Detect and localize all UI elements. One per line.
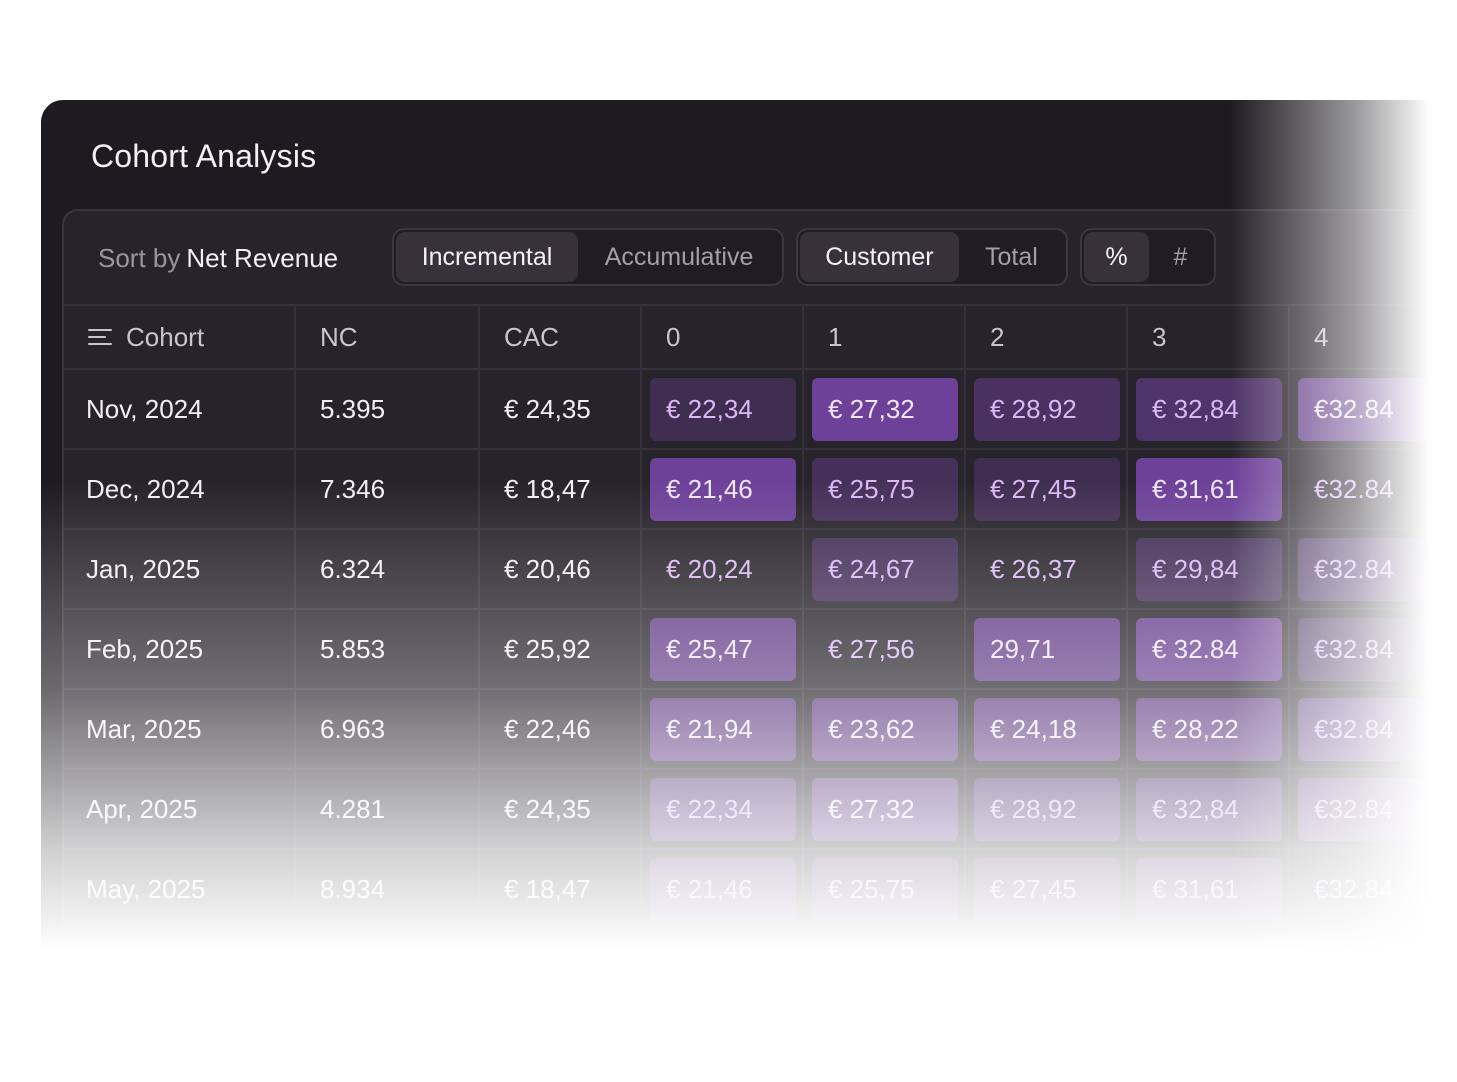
table-row: May, 2025 8.934 € 18,47 € 21,46 € 25,75 € 27,… [64, 848, 1457, 928]
table-row: Feb, 2025 5.853 € 25,92 € 25,47 € 27,56 29,71… [64, 608, 1457, 688]
nc-value: 5.853 [320, 633, 386, 664]
cohort-label: Nov, 2024 [86, 393, 203, 424]
cohort-value-cell[interactable]: 29,71 [974, 618, 1120, 681]
cohort-value-cell[interactable]: € 24,18 [974, 698, 1120, 761]
cohort-value-cell[interactable]: € 22,34 [650, 378, 796, 441]
cohort-value-cell[interactable]: €32.84 [1298, 698, 1444, 761]
table-row: Nov, 2024 5.395 € 24,35 € 22,34 € 27,32 € 28,… [64, 368, 1457, 448]
cohort-label: Feb, 2025 [86, 633, 204, 664]
header-period-4[interactable]: 4 [1314, 321, 1329, 352]
cohort-value-cell[interactable]: € 28,92 [974, 378, 1120, 441]
table-row: Mar, 2025 6.963 € 22,46 € 21,94 € 23,62 € 24,… [64, 688, 1457, 768]
cohort-value-cell[interactable]: € 21,46 [650, 458, 796, 521]
cac-value: € 22,46 [504, 713, 591, 744]
sort-by-control[interactable]: Sort by Net Revenue [98, 243, 338, 274]
table-row: Apr, 2025 4.281 € 24,35 € 22,34 € 27,32 € 28,… [64, 768, 1457, 848]
cohort-value-cell[interactable]: €32.84 [1298, 618, 1444, 681]
cohort-value-cell[interactable]: € 21,94 [650, 698, 796, 761]
cohort-value-cell[interactable]: € 29,84 [1136, 538, 1282, 601]
table-row: Jan, 2025 6.324 € 20,46 € 20,24 € 24,67 € 26,… [64, 528, 1457, 608]
cohort-value-cell[interactable]: € 28,92 [974, 778, 1120, 841]
header-period-3[interactable]: 3 [1152, 321, 1167, 352]
percent-option[interactable]: % [1084, 232, 1149, 282]
cohort-analysis-card: Cohort Analysis Sort by Net Revenue Incre… [41, 100, 1457, 960]
cohort-value-cell[interactable]: € 32,84 [1136, 778, 1282, 841]
cohort-value-cell[interactable]: €32.84 [1314, 474, 1394, 504]
cohort-value-cell[interactable]: € 27,32 [812, 378, 958, 441]
cohort-label: Mar, 2025 [86, 713, 202, 744]
header-cac[interactable]: CAC [504, 321, 559, 352]
header-cohort[interactable]: Cohort [88, 306, 204, 368]
table-header-row: Cohort NC CAC 0 1 2 3 4 [64, 304, 1457, 368]
table-row: Dec, 2024 7.346 € 18,47 € 21,46 € 25,75 € 27,… [64, 448, 1457, 528]
cohort-value-cell[interactable]: € 32.84 [1136, 618, 1282, 681]
cohort-label: Dec, 2024 [86, 473, 205, 504]
cohort-value-cell[interactable]: € 27,45 [974, 858, 1120, 921]
cohort-value-cell[interactable]: € 27,45 [974, 458, 1120, 521]
cohort-label: May, 2025 [86, 873, 206, 904]
header-period-1[interactable]: 1 [828, 321, 843, 352]
cohort-value-cell[interactable]: € 25,47 [650, 618, 796, 681]
cohort-value-cell[interactable]: €32.84 [1298, 378, 1444, 441]
cac-value: € 24,35 [504, 393, 591, 424]
sort-by-label: Sort by [98, 243, 181, 273]
cohort-value-cell[interactable]: € 28,22 [1136, 698, 1282, 761]
cohort-value-cell[interactable]: € 31,61 [1136, 858, 1282, 921]
cohort-value-cell[interactable]: € 27,56 [828, 634, 915, 664]
total-option[interactable]: Total [984, 242, 1038, 271]
incremental-option[interactable]: Incremental [396, 232, 579, 282]
cohort-value-cell[interactable]: €32.84 [1298, 538, 1444, 601]
mode-toggle: Incremental Accumulative [392, 228, 784, 286]
scope-toggle: Customer Total [796, 228, 1068, 286]
cohort-value-cell[interactable]: € 31,61 [1136, 458, 1282, 521]
nc-value: 6.963 [320, 713, 386, 744]
cohort-value-cell[interactable]: € 25,75 [812, 858, 958, 921]
sort-by-value: Net Revenue [186, 243, 339, 273]
cac-value: € 20,46 [504, 553, 591, 584]
cohort-value-cell[interactable]: € 26,37 [990, 554, 1077, 584]
count-option[interactable]: # [1173, 242, 1188, 271]
customer-option[interactable]: Customer [800, 232, 959, 282]
cohort-value-cell[interactable]: € 21,46 [650, 858, 796, 921]
nc-value: 6.324 [320, 553, 386, 584]
cohort-value-cell[interactable]: € 20,24 [666, 554, 753, 584]
toolbar: Sort by Net Revenue Incremental Accumulat… [64, 211, 1457, 304]
cohort-value-cell[interactable]: €32.84 [1298, 778, 1444, 841]
cohort-value-cell[interactable]: € 32,84 [1136, 378, 1282, 441]
cac-value: € 18,47 [504, 473, 591, 504]
accumulative-option[interactable]: Accumulative [604, 242, 754, 271]
cohort-value-cell[interactable]: € 27,32 [812, 778, 958, 841]
cohort-value-cell[interactable]: € 23,62 [812, 698, 958, 761]
page-title: Cohort Analysis [91, 138, 317, 174]
nc-value: 5.395 [320, 393, 386, 424]
nc-value: 7.346 [320, 473, 386, 504]
unit-toggle: % # [1080, 228, 1216, 286]
cohort-table: Cohort NC CAC 0 1 2 3 4 Nov, 2024 5.395 € … [64, 304, 1457, 928]
cohort-value-cell[interactable]: €32.84 [1314, 874, 1394, 904]
nc-value: 8.934 [320, 873, 386, 904]
cohort-value-cell[interactable]: € 24,67 [812, 538, 958, 601]
cac-value: € 25,92 [504, 633, 591, 664]
header-nc[interactable]: NC [320, 321, 358, 352]
header-period-2[interactable]: 2 [990, 321, 1005, 352]
nc-value: 4.281 [320, 793, 386, 824]
cac-value: € 18,47 [504, 873, 591, 904]
list-lines-icon [88, 328, 112, 346]
cac-value: € 24,35 [504, 793, 591, 824]
cohort-table-panel: Sort by Net Revenue Incremental Accumulat… [62, 209, 1457, 960]
cohort-value-cell[interactable]: € 22,34 [650, 778, 796, 841]
cohort-label: Apr, 2025 [86, 793, 198, 824]
cohort-value-cell[interactable]: € 25,75 [812, 458, 958, 521]
header-period-0[interactable]: 0 [666, 321, 681, 352]
cohort-label: Jan, 2025 [86, 553, 201, 584]
